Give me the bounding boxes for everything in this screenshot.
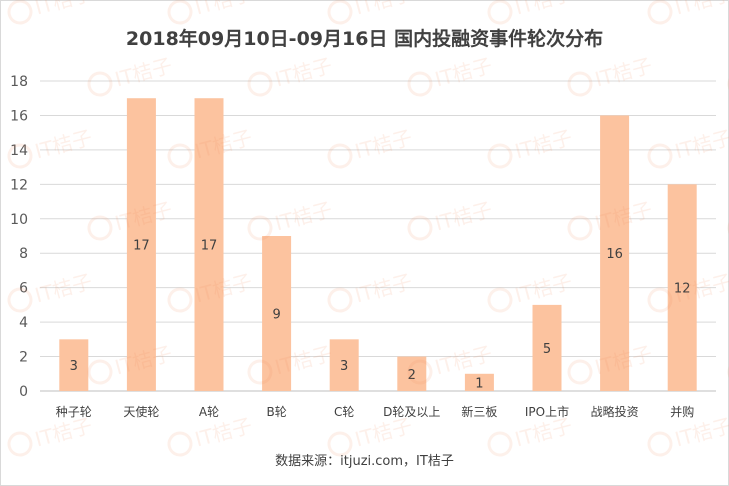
svg-text:IT桔子: IT桔子 xyxy=(32,0,94,19)
watermark: IT桔子 xyxy=(247,197,335,241)
watermark: IT桔子 xyxy=(407,197,495,241)
bar xyxy=(59,339,89,391)
bar xyxy=(329,339,359,391)
watermark: IT桔子 xyxy=(327,125,415,169)
y-tick-label: 8 xyxy=(19,246,28,262)
svg-text:IT桔子: IT桔子 xyxy=(112,53,174,91)
y-tick-label: 18 xyxy=(10,74,28,90)
x-tick-label: C轮 xyxy=(334,405,354,419)
svg-text:IT桔子: IT桔子 xyxy=(192,0,254,19)
x-tick-label: 并购 xyxy=(670,404,694,419)
bar xyxy=(126,98,156,391)
svg-text:IT桔子: IT桔子 xyxy=(352,269,414,307)
data-label: 17 xyxy=(201,239,218,254)
svg-text:IT桔子: IT桔子 xyxy=(432,197,494,235)
y-tick-label: 12 xyxy=(10,177,28,193)
data-label: 9 xyxy=(272,308,280,323)
svg-text:IT桔子: IT桔子 xyxy=(32,125,94,163)
watermark: IT桔子 xyxy=(327,0,415,25)
watermark: IT桔子 xyxy=(407,53,495,97)
y-tick-label: 16 xyxy=(10,108,28,124)
watermark: IT桔子 xyxy=(167,0,255,25)
svg-text:IT桔子: IT桔子 xyxy=(352,0,414,19)
bar xyxy=(600,115,630,391)
data-label: 1 xyxy=(475,376,483,391)
bar xyxy=(464,373,494,391)
data-label: 2 xyxy=(408,368,416,383)
data-label: 3 xyxy=(340,359,348,374)
svg-text:IT桔子: IT桔子 xyxy=(512,269,574,307)
y-tick-label: 6 xyxy=(19,281,28,297)
watermark: IT桔子 xyxy=(567,53,655,97)
svg-text:IT桔子: IT桔子 xyxy=(352,413,414,451)
x-tick-label: 新三板 xyxy=(461,404,497,419)
y-tick-label: 0 xyxy=(19,384,28,400)
watermark: IT桔子 xyxy=(647,0,729,25)
chart-title: 2018年09月10日-09月16日 国内投融资事件轮次分布 xyxy=(125,28,604,50)
x-tick-label: A轮 xyxy=(199,405,219,419)
x-tick-label: 天使轮 xyxy=(123,404,159,419)
y-tick-label: 14 xyxy=(10,143,28,159)
data-source: 数据来源：itjuzi.com，IT桔子 xyxy=(275,454,454,469)
bar xyxy=(262,236,292,391)
svg-text:IT桔子: IT桔子 xyxy=(32,413,94,451)
svg-text:IT桔子: IT桔子 xyxy=(32,269,94,307)
watermark: IT桔子 xyxy=(7,0,95,25)
svg-text:IT桔子: IT桔子 xyxy=(432,341,494,379)
svg-text:IT桔子: IT桔子 xyxy=(672,125,729,163)
watermark: IT桔子 xyxy=(647,125,729,169)
y-tick-label: 10 xyxy=(10,212,28,228)
svg-text:IT桔子: IT桔子 xyxy=(512,125,574,163)
svg-text:IT桔子: IT桔子 xyxy=(512,413,574,451)
x-tick-label: D轮及以上 xyxy=(383,405,440,419)
svg-text:IT桔子: IT桔子 xyxy=(512,0,574,19)
x-tick-label: 战略投资 xyxy=(591,404,639,419)
svg-text:IT桔子: IT桔子 xyxy=(272,197,334,235)
data-label: 16 xyxy=(606,247,623,262)
data-label: 12 xyxy=(674,282,691,297)
x-tick-label: B轮 xyxy=(266,405,286,419)
y-tick-label: 4 xyxy=(19,315,28,331)
bar xyxy=(194,98,224,391)
watermark: IT桔子 xyxy=(87,53,175,97)
data-label: 17 xyxy=(133,239,150,254)
x-tick-label: 种子轮 xyxy=(56,405,92,419)
svg-text:IT桔子: IT桔子 xyxy=(432,53,494,91)
bar xyxy=(667,184,697,391)
watermark: IT桔子 xyxy=(247,53,335,97)
watermark: IT桔子 xyxy=(327,269,415,313)
svg-text:IT桔子: IT桔子 xyxy=(272,53,334,91)
y-tick-label: 2 xyxy=(19,350,28,366)
svg-text:IT桔子: IT桔子 xyxy=(672,0,729,19)
watermark: IT桔子 xyxy=(487,0,575,25)
bar xyxy=(532,304,562,391)
bar xyxy=(397,356,427,391)
svg-text:IT桔子: IT桔子 xyxy=(352,125,414,163)
watermark: IT桔子 xyxy=(487,125,575,169)
data-label: 5 xyxy=(543,342,551,357)
x-tick-label: IPO上市 xyxy=(525,404,569,419)
data-label: 3 xyxy=(70,359,78,374)
svg-text:IT桔子: IT桔子 xyxy=(592,53,654,91)
